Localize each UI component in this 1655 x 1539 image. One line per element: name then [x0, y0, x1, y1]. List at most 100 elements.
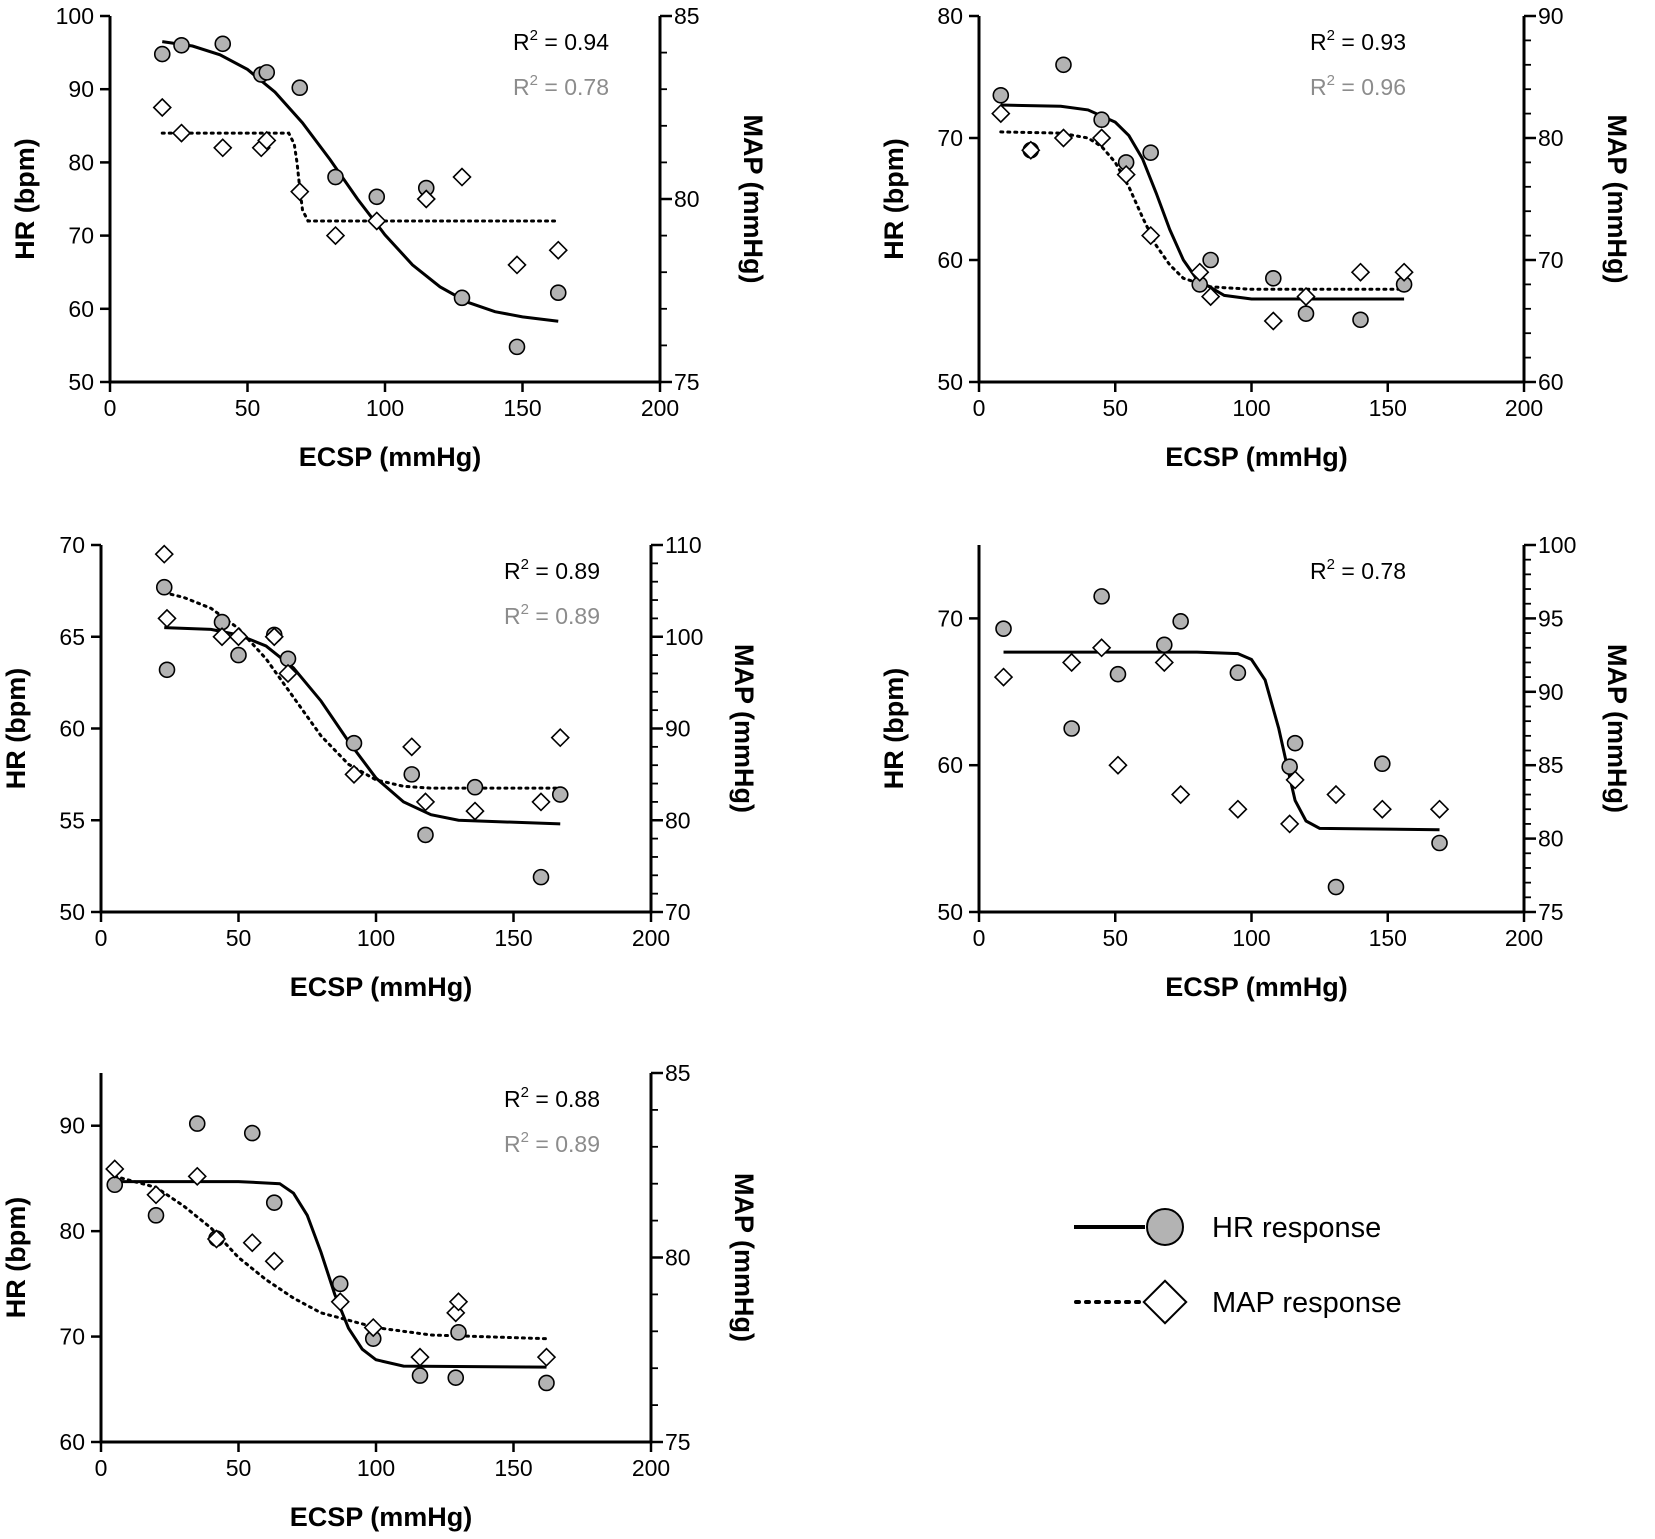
legend-hr-label: HR response — [1212, 1212, 1381, 1244]
y-axis-title-right: MAP (mmHg) — [738, 114, 768, 283]
hr-point — [368, 188, 386, 206]
hr-point — [291, 79, 309, 97]
x-tick-label: 0 — [104, 395, 117, 421]
hr-point — [551, 786, 569, 803]
y-tick-label-right: 75 — [665, 1429, 691, 1455]
hr-point — [1352, 311, 1369, 329]
hr-point — [327, 168, 344, 186]
map-point — [1429, 799, 1450, 819]
y-tick-label-left: 70 — [937, 125, 963, 151]
x-tick-label: 150 — [494, 1455, 532, 1481]
map-point — [206, 1229, 227, 1249]
y-tick-label-left: 70 — [937, 605, 963, 631]
y-tick-label-left: 80 — [59, 1218, 85, 1244]
r2-hr-label: R2 = 0.93 — [1310, 27, 1406, 55]
map-point — [1091, 128, 1112, 148]
x-axis-title: ECSP (mmHg) — [299, 442, 482, 472]
r2-hr-label: R2 = 0.94 — [513, 27, 609, 55]
y-tick-label-left: 55 — [59, 807, 85, 833]
y-tick-label-left: 70 — [59, 1324, 85, 1350]
hr-point — [106, 1176, 124, 1194]
map-point — [550, 728, 570, 748]
hr-point — [265, 1194, 283, 1211]
hr-point — [1327, 878, 1345, 896]
x-tick-label: 200 — [1505, 395, 1543, 421]
r2-map-label: R2 = 0.89 — [504, 601, 600, 629]
chart-panel-2: 0 50 100 150 200 50 60 70 80 60 70 80 90 ECSP (mmHg) H… — [879, 3, 1632, 472]
map-point — [257, 130, 277, 151]
hr-point — [450, 1324, 467, 1341]
x-axis-title: ECSP (mmHg) — [1165, 972, 1348, 1002]
y-tick-label-right: 75 — [674, 369, 700, 395]
hr-point — [147, 1207, 165, 1224]
x-tick-label: 200 — [632, 1455, 670, 1481]
map-point — [264, 1251, 284, 1271]
x-axis-title: ECSP (mmHg) — [290, 1502, 473, 1532]
map-point — [171, 123, 192, 143]
map-point — [1190, 262, 1210, 282]
map-point — [1053, 128, 1074, 148]
y-tick-label-right: 80 — [665, 807, 691, 833]
map-point — [410, 1347, 430, 1367]
hr-point — [453, 289, 471, 307]
y-tick-label-right: 110 — [665, 532, 702, 558]
r2-map-label: R2 = 0.78 — [513, 72, 609, 100]
map-point — [278, 663, 298, 684]
y-axis-title-right: MAP (mmHg) — [1602, 644, 1632, 813]
y-tick-label-left: 50 — [68, 369, 94, 395]
map-point — [548, 240, 568, 260]
map-point — [1263, 311, 1283, 331]
y-tick-label-right: 100 — [665, 624, 703, 650]
hr-point — [1093, 588, 1110, 605]
r2-map-label: R2 = 0.96 — [1310, 72, 1406, 100]
map-point — [157, 608, 177, 629]
y-tick-label-left: 60 — [937, 247, 963, 273]
hr-point — [1229, 664, 1247, 682]
x-tick-label: 150 — [1369, 395, 1407, 421]
hr-fit-line — [1000, 103, 1405, 301]
y-tick-label-left: 100 — [56, 3, 94, 29]
y-tick-label-left: 80 — [68, 149, 94, 175]
map-point — [1394, 262, 1414, 282]
hr-point — [1281, 758, 1298, 775]
map-point — [1108, 755, 1128, 775]
r2-hr-label: R2 = 0.88 — [504, 1084, 600, 1112]
x-tick-label: 0 — [95, 1455, 108, 1481]
hr-point — [1286, 734, 1304, 752]
y-axis-title-left: HR (bpm) — [1, 1197, 31, 1318]
x-tick-label: 0 — [973, 925, 986, 951]
map-point — [415, 792, 436, 812]
legend-hr-marker — [1146, 1208, 1184, 1246]
map-point — [1021, 140, 1041, 160]
map-point — [448, 1292, 469, 1312]
y-tick-label-right: 85 — [674, 3, 700, 29]
y-tick-label-right: 85 — [1538, 752, 1564, 778]
y-tick-label-left: 70 — [68, 223, 94, 249]
x-tick-label: 0 — [973, 395, 986, 421]
legend: HR response MAP response — [1074, 1208, 1402, 1325]
y-tick-label-right: 90 — [1538, 679, 1564, 705]
map-point — [367, 211, 387, 231]
hr-point — [1297, 305, 1315, 322]
hr-fit-line — [162, 40, 559, 323]
hr-point — [411, 1367, 429, 1384]
y-axis-title-right: MAP (mmHg) — [1602, 114, 1632, 283]
r2-hr-label: R2 = 0.78 — [1310, 556, 1406, 584]
map-point — [416, 189, 436, 209]
map-point — [1280, 814, 1300, 834]
x-tick-label: 200 — [632, 925, 670, 951]
hr-point — [158, 661, 176, 679]
map-fit-line — [113, 1174, 548, 1341]
hr-point — [1202, 251, 1219, 269]
map-point — [228, 627, 249, 647]
map-point — [154, 544, 174, 564]
map-point — [1228, 799, 1248, 819]
y-tick-label-left: 50 — [937, 899, 963, 925]
chart-panels: 0 50 100 150 200 50 60 70 80 90 100 75 80 85 ECSP (mmH… — [1, 3, 1632, 1532]
y-tick-label-left: 60 — [68, 296, 94, 322]
map-point — [146, 1185, 166, 1205]
hr-point — [538, 1374, 555, 1392]
x-tick-label: 200 — [1505, 925, 1543, 951]
hr-point — [532, 868, 550, 886]
